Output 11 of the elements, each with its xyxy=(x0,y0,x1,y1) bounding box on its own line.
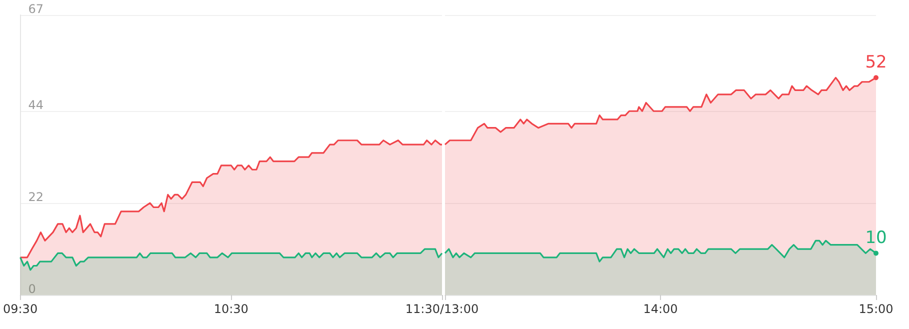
y-tick-label: 0 xyxy=(28,282,36,296)
data-label: 10 xyxy=(865,228,887,248)
y-tick-label: 67 xyxy=(28,2,44,16)
x-tick-label: 14:00 xyxy=(643,302,678,316)
x-tick-label: 09:30 xyxy=(2,302,38,316)
data-label: 52 xyxy=(865,52,887,73)
y-tick-label: 22 xyxy=(28,190,44,204)
y-tick-label: 44 xyxy=(28,98,44,112)
x-tick-label: 11:30/13:00 xyxy=(405,302,479,316)
x-tick-label: 10:30 xyxy=(214,302,248,316)
x-tick-label: 15:00 xyxy=(858,302,894,316)
